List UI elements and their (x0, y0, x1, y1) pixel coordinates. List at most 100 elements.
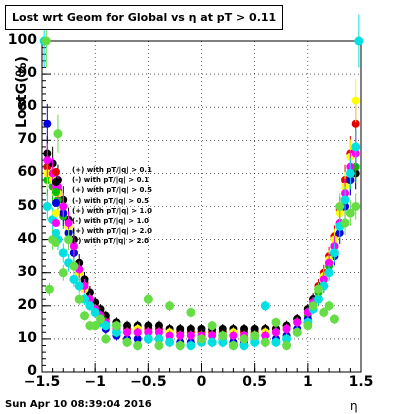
data-point (154, 334, 164, 344)
legend-label: (-) with pT/|q| > 0.1 (72, 176, 149, 185)
data-point (74, 294, 84, 304)
data-point (133, 334, 142, 343)
data-point (271, 328, 280, 337)
data-point (165, 331, 174, 340)
data-point (123, 321, 132, 330)
data-point (228, 341, 238, 351)
data-point (207, 321, 217, 331)
data-point (218, 324, 227, 333)
data-point (313, 294, 323, 304)
legend-label: (+) with pT/|q| > 2.0 (72, 227, 152, 236)
data-point (351, 119, 360, 128)
data-point (293, 318, 302, 327)
x-axis-label: η (350, 399, 358, 413)
data-point (165, 337, 175, 347)
data-point (69, 274, 79, 284)
legend-item: (-) with pT/|q| > 0.5 (52, 197, 164, 208)
legend-marker (52, 198, 60, 207)
legend-item: (+) with pT/|q| > 0.1 (52, 166, 164, 177)
data-point (197, 324, 206, 333)
data-point (319, 307, 329, 317)
data-point (154, 341, 164, 351)
data-point (59, 202, 68, 211)
data-point (176, 331, 185, 340)
legend-item: (-) with pT/|q| > 1.0 (52, 217, 164, 228)
legend-item: (+) with pT/|q| > 0.5 (52, 186, 164, 197)
data-point (329, 314, 339, 324)
y-tick-label: 40 (17, 230, 37, 247)
data-point (176, 324, 185, 333)
legend-marker (52, 219, 60, 227)
data-point (143, 334, 153, 344)
legend-marker (52, 229, 60, 238)
x-tick-label: 1 (302, 374, 313, 390)
data-point (260, 337, 270, 347)
data-point (340, 195, 350, 205)
data-point (324, 301, 334, 311)
data-point (239, 341, 249, 351)
data-point (90, 321, 100, 331)
data-point (260, 301, 270, 311)
data-point (154, 328, 163, 337)
data-point (261, 331, 270, 340)
data-point (282, 324, 291, 333)
y-tick-label: 100 (7, 32, 37, 48)
data-point (308, 301, 318, 311)
timestamp: Sun Apr 10 08:39:04 2016 (5, 399, 152, 410)
data-point (239, 334, 249, 344)
legend-item: (+) with pT/|q| > 2.0 (52, 227, 164, 238)
legend-item: (+) with pT/|q| > 1.0 (52, 207, 164, 218)
data-point (95, 314, 105, 324)
legend-marker (52, 188, 60, 197)
legend-label: (-) with pT/|q| > 2.0 (72, 237, 149, 246)
x-tick-label: −0.5 (130, 374, 167, 390)
data-point (250, 331, 260, 341)
data-point (186, 341, 196, 351)
data-point (271, 337, 281, 347)
data-point (208, 331, 217, 340)
data-point (250, 337, 260, 347)
data-point (101, 321, 111, 331)
y-tick-label: 30 (17, 263, 37, 280)
data-point (80, 311, 90, 321)
data-point (165, 301, 175, 311)
data-point (111, 321, 121, 331)
data-point (345, 168, 355, 178)
legend-item: (-) with pT/|q| > 0.1 (52, 176, 164, 187)
data-point (64, 235, 74, 245)
data-point (69, 261, 79, 271)
legend-item: (-) with pT/|q| > 2.0 (52, 237, 164, 248)
data-point (292, 327, 302, 337)
legend-marker (52, 178, 60, 187)
data-point (186, 331, 195, 340)
data-point (240, 324, 249, 333)
data-point (43, 119, 52, 128)
x-tick-label: −1 (84, 374, 106, 390)
data-point (122, 337, 132, 347)
data-point (351, 96, 360, 105)
data-point (111, 327, 121, 337)
y-tick-label: 60 (17, 164, 37, 181)
data-point (85, 301, 95, 311)
data-point (282, 334, 292, 344)
data-point (271, 317, 281, 327)
legend-label: (+) with pT/|q| > 0.1 (72, 166, 152, 174)
y-tick-label: 90 (17, 65, 37, 82)
legend-label: (+) with pT/|q| > 0.5 (72, 186, 152, 195)
data-point (101, 334, 111, 344)
data-point (207, 337, 217, 347)
data-point (197, 334, 206, 344)
data-point (325, 258, 334, 267)
data-point (123, 328, 132, 337)
legend-marker (52, 208, 60, 217)
data-point (58, 268, 68, 278)
data-point (335, 202, 345, 211)
data-point (74, 281, 84, 291)
legend-label: (-) with pT/|q| > 1.0 (72, 217, 149, 225)
y-tick-label: 10 (17, 329, 37, 346)
data-point (345, 208, 355, 218)
data-point (303, 321, 313, 331)
data-point (43, 156, 52, 165)
data-point (143, 294, 153, 304)
legend: (+) with pT/|q| > 0.1 (-) with pT/|q| > 0… (52, 166, 164, 248)
